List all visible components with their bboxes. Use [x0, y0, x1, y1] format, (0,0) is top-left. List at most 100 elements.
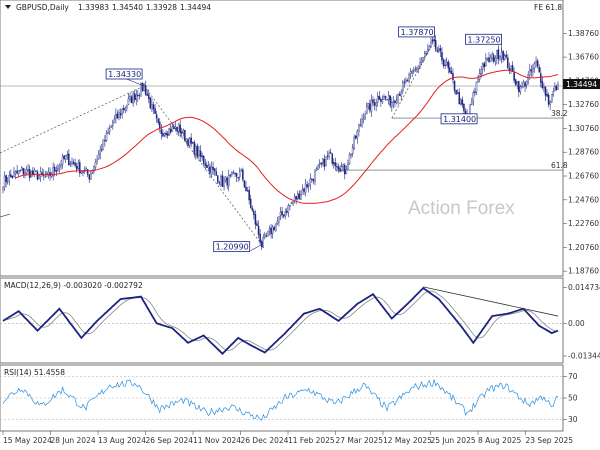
candle-body	[107, 132, 109, 134]
candle-body	[154, 108, 156, 114]
candle-body	[322, 158, 324, 164]
candle-body	[196, 145, 199, 157]
candle-body	[137, 94, 139, 97]
macd-title: MACD(12,26,9) -0.003020 -0.002792	[4, 281, 143, 290]
candle-body	[304, 183, 307, 193]
ohlc-low: 1.33928	[146, 3, 177, 12]
watermark: Action Forex	[408, 198, 515, 219]
candle-body	[201, 155, 203, 158]
candle-body	[133, 93, 136, 101]
candle-body	[416, 68, 418, 71]
candle-body	[126, 104, 128, 109]
candle-body	[187, 139, 189, 147]
candle-body	[325, 156, 327, 166]
candle-body	[348, 154, 351, 165]
candle-body	[86, 169, 89, 175]
candle-body	[375, 102, 377, 106]
candle-body	[340, 166, 343, 171]
candle-body	[229, 174, 232, 176]
candle-body	[155, 114, 158, 119]
candle-body	[356, 130, 359, 139]
candle-body	[337, 166, 340, 170]
candle-body	[3, 175, 6, 188]
candle-body	[108, 128, 111, 132]
pivot-label: 1.20990	[216, 243, 249, 252]
candle-body	[198, 150, 200, 156]
candle-body	[180, 131, 183, 134]
candle-body	[143, 84, 145, 91]
candle-body	[519, 86, 522, 93]
candle-body	[289, 204, 291, 207]
candle-body	[444, 64, 446, 66]
pivot-label: 1.31400	[443, 115, 476, 124]
candle-body	[151, 104, 153, 110]
candle-body	[522, 81, 525, 87]
candle-body	[232, 172, 235, 174]
candle-body	[513, 71, 515, 81]
candle-body	[257, 225, 260, 235]
candle-body	[115, 114, 117, 119]
price-tick-label: 1.36760	[568, 53, 599, 62]
candle-body	[376, 96, 379, 103]
candle-body	[209, 166, 211, 174]
candle-body	[409, 71, 412, 75]
candle-body	[425, 51, 428, 54]
candle-body	[287, 205, 290, 213]
candle-body	[118, 112, 120, 118]
candle-body	[5, 175, 7, 183]
candle-body	[309, 178, 312, 185]
rsi-line	[2, 379, 559, 421]
pivot-label-box	[398, 26, 435, 38]
candle-body	[104, 140, 106, 142]
rsi-tick-label: 30	[568, 415, 578, 424]
candle-body	[405, 79, 407, 82]
candle-body	[121, 109, 123, 115]
candle-body	[452, 73, 454, 81]
candle-body	[144, 85, 147, 95]
candle-body	[436, 49, 439, 52]
price-panel	[0, 0, 564, 277]
candle-body	[242, 169, 244, 180]
candle-body	[419, 62, 421, 68]
pivot-connector	[250, 244, 262, 251]
candle-body	[238, 171, 241, 178]
candle-body	[220, 176, 222, 185]
candle-body	[88, 174, 90, 180]
candle-body	[292, 201, 294, 204]
pivot-label-box	[465, 33, 502, 45]
candle-body	[455, 89, 457, 95]
candle-body	[254, 214, 257, 225]
candle-body	[384, 95, 387, 99]
candle-body	[55, 170, 58, 172]
x-tick-label: 13 Aug 2024	[98, 436, 146, 445]
left-edge-line	[0, 213, 11, 218]
candle-body	[99, 149, 101, 155]
candle-body	[44, 176, 47, 178]
candle-body	[414, 68, 417, 71]
candle-body	[408, 74, 410, 82]
candle-body	[148, 94, 150, 99]
price-candles	[2, 35, 559, 250]
candle-body	[8, 175, 11, 182]
candle-body	[295, 195, 297, 200]
candle-body	[79, 162, 81, 174]
candle-body	[190, 137, 192, 144]
candle-body	[400, 91, 402, 97]
candle-body	[510, 65, 512, 70]
candle-body	[296, 193, 299, 199]
candle-body	[69, 163, 72, 165]
candle-body	[97, 154, 100, 160]
candle-body	[231, 172, 233, 175]
candle-body	[550, 94, 553, 103]
candle-body	[195, 146, 197, 155]
candle-body	[430, 41, 432, 47]
candle-body	[10, 174, 12, 177]
candle-body	[402, 82, 404, 92]
candle-body	[71, 161, 73, 164]
candle-body	[251, 207, 254, 211]
candle-body	[22, 168, 25, 175]
candle-body	[66, 154, 69, 156]
candle-body	[259, 233, 261, 243]
candle-body	[427, 49, 429, 52]
candle-body	[102, 139, 105, 150]
